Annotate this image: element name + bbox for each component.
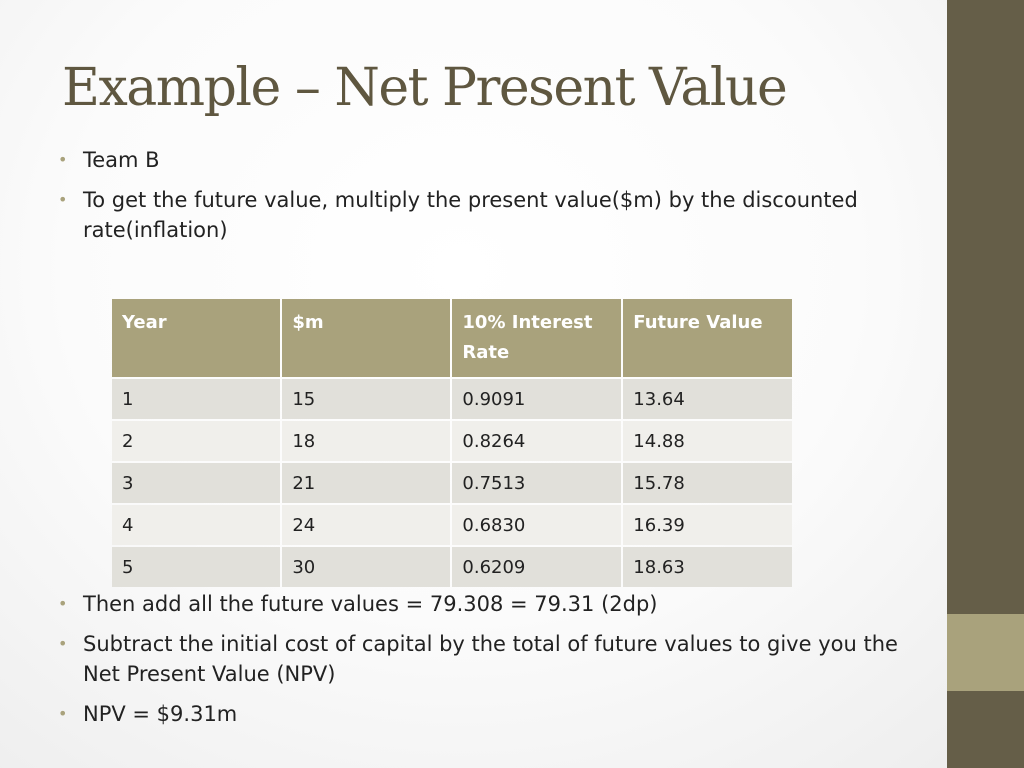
bullet-item: • NPV = $9.31m: [58, 699, 898, 729]
table-cell: 18: [282, 421, 451, 461]
table-row: 4 24 0.6830 16.39: [112, 505, 792, 545]
column-header: $m: [282, 299, 451, 377]
table-cell: 2: [112, 421, 281, 461]
table-cell: 1: [112, 379, 281, 419]
bullet-text: Subtract the initial cost of capital by …: [83, 632, 898, 686]
bullet-item: • Subtract the initial cost of capital by…: [58, 629, 898, 689]
bullet-item: • Team B: [58, 145, 898, 175]
decorative-sidebar: [947, 0, 1024, 768]
bullet-icon: •: [58, 190, 68, 209]
bullet-icon: •: [58, 150, 68, 169]
table-cell: 0.8264: [452, 421, 622, 461]
table-cell: 14.88: [623, 421, 792, 461]
table-cell: 15: [282, 379, 451, 419]
table-cell: 24: [282, 505, 451, 545]
column-header: 10% Interest Rate: [452, 299, 622, 377]
npv-table: Year $m 10% Interest Rate Future Value 1…: [110, 297, 794, 589]
table-cell: 15.78: [623, 463, 792, 503]
table-row: 2 18 0.8264 14.88: [112, 421, 792, 461]
column-header: Future Value: [623, 299, 792, 377]
bullets-bottom: • Then add all the future values = 79.308…: [58, 589, 898, 739]
table-cell: 18.63: [623, 547, 792, 587]
bullet-text: Then add all the future values = 79.308 …: [83, 592, 658, 616]
table-row: 3 21 0.7513 15.78: [112, 463, 792, 503]
bullet-text: To get the future value, multiply the pr…: [83, 188, 858, 242]
bullet-icon: •: [58, 594, 68, 613]
bullet-text: Team B: [83, 148, 160, 172]
table-cell: 0.6209: [452, 547, 622, 587]
bullet-item: • To get the future value, multiply the p…: [58, 185, 898, 245]
table-header-row: Year $m 10% Interest Rate Future Value: [112, 299, 792, 377]
table-cell: 13.64: [623, 379, 792, 419]
bullet-icon: •: [58, 704, 68, 723]
table-cell: 21: [282, 463, 451, 503]
bullets-top: • Team B • To get the future value, multip…: [58, 145, 898, 255]
table-cell: 16.39: [623, 505, 792, 545]
table-cell: 4: [112, 505, 281, 545]
sidebar-accent-band: [947, 614, 1024, 691]
bullet-icon: •: [58, 634, 68, 653]
bullet-item: • Then add all the future values = 79.308…: [58, 589, 898, 619]
slide-title: Example – Net Present Value: [62, 58, 788, 118]
table-cell: 0.9091: [452, 379, 622, 419]
table-cell: 30: [282, 547, 451, 587]
table-cell: 3: [112, 463, 281, 503]
table-cell: 0.6830: [452, 505, 622, 545]
table-cell: 0.7513: [452, 463, 622, 503]
table-row: 1 15 0.9091 13.64: [112, 379, 792, 419]
table-cell: 5: [112, 547, 281, 587]
table-row: 5 30 0.6209 18.63: [112, 547, 792, 587]
column-header: Year: [112, 299, 281, 377]
bullet-text: NPV = $9.31m: [83, 702, 238, 726]
